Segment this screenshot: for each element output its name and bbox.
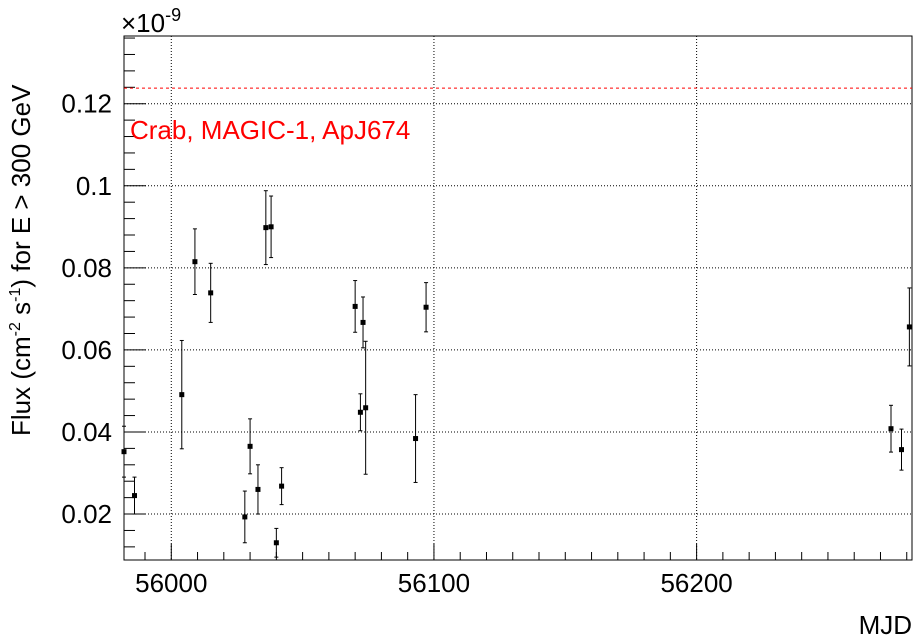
data-point <box>247 418 253 475</box>
data-point <box>357 393 363 432</box>
data-point <box>242 490 248 544</box>
y-tick-label: 0.08 <box>61 253 112 283</box>
data-point <box>888 404 894 453</box>
data-point <box>363 340 369 475</box>
point-marker <box>357 409 363 415</box>
data-point <box>906 287 912 367</box>
data-point <box>360 296 366 349</box>
data-points <box>121 190 912 558</box>
x-axis-title: MJD <box>859 610 912 640</box>
point-marker <box>132 493 138 499</box>
point-marker <box>121 449 127 455</box>
point-marker <box>413 436 419 442</box>
grid <box>124 36 912 560</box>
crab-reference-label: Crab, MAGIC-1, ApJ674 <box>130 115 410 145</box>
axis-ticks <box>124 37 908 560</box>
data-point <box>268 195 274 259</box>
data-point <box>423 282 429 333</box>
data-point <box>898 428 904 471</box>
y-tick-label: 0.12 <box>61 89 112 119</box>
point-marker <box>360 319 366 325</box>
y-tick-label: 0.04 <box>61 417 112 447</box>
data-point <box>263 190 269 266</box>
y-tick-label: 0.06 <box>61 335 112 365</box>
data-point <box>208 262 214 323</box>
data-point <box>352 280 358 333</box>
y-axis-title: Flux (cm-2 s-1) for E > 300 GeV <box>6 84 36 436</box>
point-marker <box>268 224 274 230</box>
point-marker <box>263 225 269 231</box>
reference-line-group: Crab, MAGIC-1, ApJ674 <box>124 87 912 145</box>
point-marker <box>888 426 894 432</box>
point-marker <box>898 447 904 453</box>
point-marker <box>423 304 429 310</box>
data-point <box>121 425 127 478</box>
y-tick-label: 0.02 <box>61 499 112 529</box>
y-tick-label: 0.1 <box>76 171 112 201</box>
data-point <box>132 476 138 515</box>
point-marker <box>906 324 912 330</box>
data-point <box>279 467 285 506</box>
data-point <box>273 527 279 558</box>
x-tick-label: 56200 <box>660 568 732 598</box>
data-point <box>179 339 185 450</box>
data-point <box>255 464 261 515</box>
point-marker <box>242 514 248 520</box>
plot-frame <box>123 35 913 561</box>
point-marker <box>352 303 358 309</box>
point-marker <box>192 259 198 265</box>
point-marker <box>255 486 261 492</box>
data-point <box>413 394 419 483</box>
point-marker <box>279 483 285 489</box>
point-marker <box>208 290 214 296</box>
data-point <box>192 228 198 296</box>
point-marker <box>247 443 253 449</box>
y-exponent-label: ×10-9 <box>121 5 181 38</box>
tick-labels: 56000 56100 56200 0.02 0.04 0.06 0.08 0.1 0.12 <box>61 89 732 598</box>
point-marker <box>363 405 369 411</box>
x-tick-label: 56000 <box>135 568 207 598</box>
x-tick-label: 56100 <box>398 568 470 598</box>
point-marker <box>273 540 279 546</box>
point-marker <box>179 392 185 398</box>
